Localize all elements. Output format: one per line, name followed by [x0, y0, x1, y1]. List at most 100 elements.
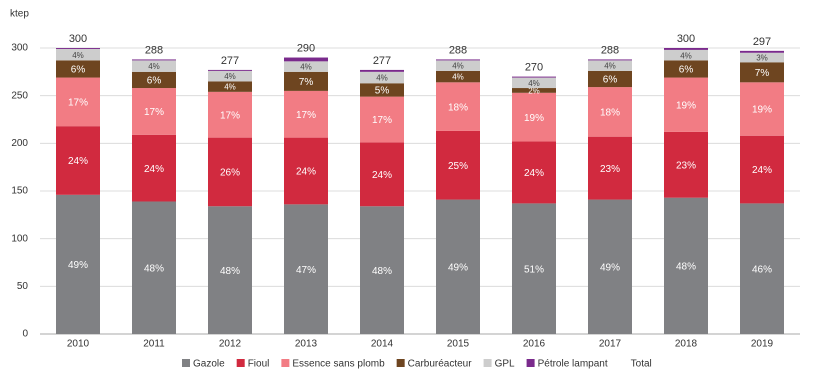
data-label: 48%: [220, 266, 240, 277]
data-label: 24%: [524, 168, 544, 179]
data-label: 7%: [299, 77, 314, 88]
data-label: 17%: [220, 110, 240, 121]
bar-segment: [740, 135, 784, 204]
data-label: 19%: [524, 113, 544, 124]
data-label: 6%: [147, 76, 162, 87]
total-label: 300: [677, 33, 695, 45]
bar-segment: [664, 131, 708, 198]
bar-segment: [132, 60, 176, 72]
data-label: 5%: [375, 86, 390, 97]
total-label: 300: [69, 33, 87, 45]
legend-label: Fioul: [248, 359, 270, 370]
bar-segment: [664, 77, 708, 132]
total-label: 277: [221, 55, 239, 67]
data-label: 19%: [676, 100, 696, 111]
bar-segment: [284, 71, 328, 91]
legend-label: Carburéacteur: [408, 359, 473, 370]
bar-segment: [132, 201, 176, 334]
bar-segment: [436, 60, 480, 71]
bar-segment: [284, 90, 328, 138]
legend-swatch: [526, 359, 535, 367]
y-tick-label: 200: [11, 138, 28, 149]
data-label: 4%: [300, 63, 312, 72]
data-label: 48%: [144, 263, 164, 274]
bar-segment: [588, 60, 632, 71]
data-label: 48%: [676, 261, 696, 272]
data-label: 4%: [224, 83, 236, 92]
data-label: 18%: [448, 102, 468, 113]
total-label: 290: [297, 42, 315, 54]
bar-segment: [208, 137, 252, 207]
bar-segment: [588, 87, 632, 137]
bar-segment: [512, 88, 556, 93]
bar-segment: [208, 81, 252, 92]
bar-segment: [360, 206, 404, 334]
legend-swatch: [236, 359, 245, 367]
bar-segment: [740, 82, 784, 136]
bar-segment: [208, 70, 252, 82]
data-label: 4%: [224, 72, 236, 81]
data-label: 6%: [71, 65, 86, 76]
bar-segment: [132, 134, 176, 202]
bar-segment: [740, 203, 784, 334]
y-tick-label: 250: [11, 90, 28, 101]
bar-segment: [208, 69, 252, 71]
y-tick-label: 0: [22, 329, 28, 340]
legend-label: Essence sans plomb: [292, 359, 385, 370]
bar-segment: [664, 49, 708, 61]
bar-segment: [664, 48, 708, 50]
data-label: 4%: [148, 62, 160, 71]
data-label: 2%: [528, 87, 540, 96]
total-label: 288: [449, 44, 467, 56]
bar-segment: [664, 197, 708, 334]
bar-segment: [284, 137, 328, 205]
bar-segment: [56, 60, 100, 78]
data-label: 4%: [376, 74, 388, 83]
legend-swatch: [182, 359, 190, 367]
data-label: 47%: [296, 265, 316, 276]
data-label: 49%: [448, 262, 468, 273]
total-label: 288: [145, 44, 163, 56]
bar-segment: [360, 142, 404, 207]
bar-segment: [588, 136, 632, 200]
data-label: 4%: [604, 62, 616, 71]
data-label: 4%: [528, 79, 540, 88]
bar-segment: [436, 59, 480, 61]
bar-segment: [740, 62, 784, 83]
x-tick-label: 2017: [599, 339, 622, 350]
x-tick-label: 2010: [67, 339, 90, 350]
y-tick-label: 100: [11, 233, 28, 244]
legend-swatch: [281, 359, 290, 367]
bar-segment: [664, 60, 708, 78]
bar-segment: [588, 199, 632, 334]
bar-segment: [56, 48, 100, 49]
bar-segment: [588, 70, 632, 88]
bar-segment: [360, 83, 404, 97]
data-label: 23%: [676, 160, 696, 171]
x-tick-label: 2013: [295, 339, 318, 350]
data-label: 26%: [220, 168, 240, 179]
bar-segment: [284, 61, 328, 72]
bar-segment: [436, 82, 480, 131]
data-label: 46%: [752, 264, 772, 275]
data-label: 4%: [680, 51, 692, 60]
total-label: 270: [525, 62, 543, 74]
data-label: 4%: [452, 62, 464, 71]
data-label: 7%: [755, 68, 770, 79]
data-label: 17%: [144, 107, 164, 118]
bar-segment: [56, 126, 100, 195]
bar-segment: [56, 77, 100, 127]
bar-segment: [512, 203, 556, 334]
x-tick-label: 2015: [447, 339, 470, 350]
legend-label: Gazole: [193, 359, 225, 370]
data-label: 17%: [68, 98, 88, 109]
legend-label: GPL: [495, 359, 515, 370]
data-label: 23%: [600, 164, 620, 175]
bar-segment: [208, 206, 252, 334]
bar-segment: [56, 48, 100, 61]
legend-swatch: [483, 359, 492, 367]
bar-segment: [512, 141, 556, 204]
x-tick-label: 2018: [675, 339, 698, 350]
data-label: 24%: [752, 165, 772, 176]
